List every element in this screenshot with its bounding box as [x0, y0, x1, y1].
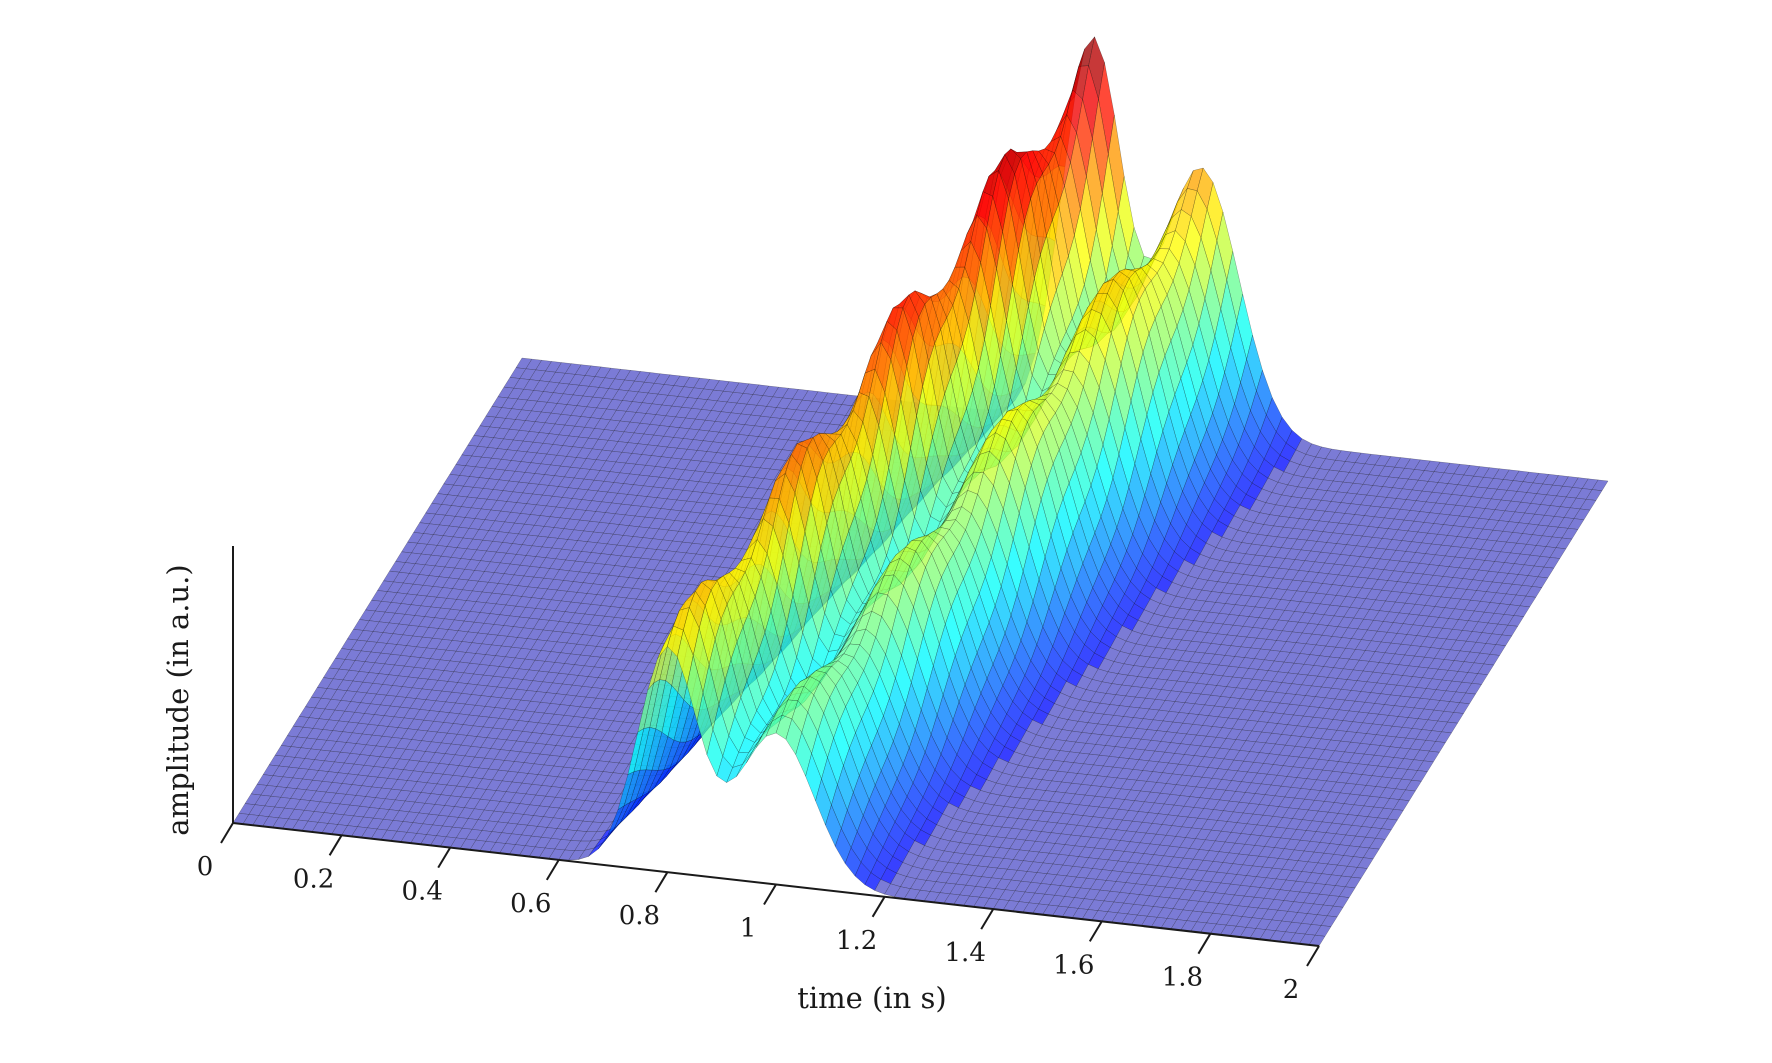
surface-mesh — [232, 36, 1609, 947]
